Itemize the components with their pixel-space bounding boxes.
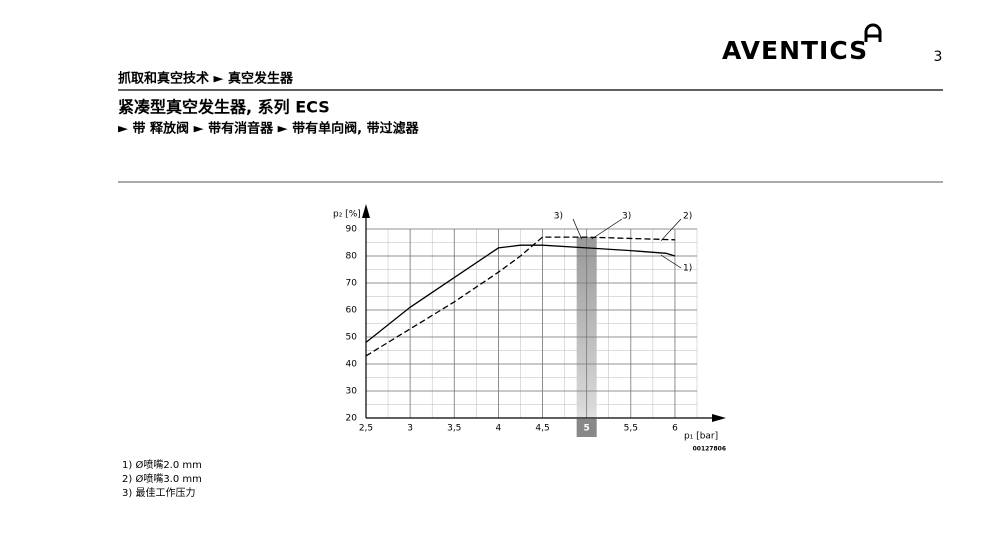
breadcrumb: 抓取和真空技术 ► 真空发生器 [118, 71, 294, 87]
optimum-label: 3) [554, 212, 563, 222]
y-tick-label: 70 [346, 279, 358, 289]
page-number: 3 [934, 49, 943, 65]
series-label: 1) [683, 264, 692, 274]
x-tick-label: 5,5 [624, 424, 638, 434]
leader [660, 218, 682, 242]
y-tick-label: 80 [346, 252, 358, 262]
y-tick-label: 30 [346, 387, 358, 397]
y-tick-label: 90 [346, 225, 358, 235]
logo-icon [864, 23, 882, 42]
figure-code: 00127806 [693, 446, 726, 453]
optimum-label: 3) [622, 212, 631, 222]
x-tick-label: 3,5 [447, 424, 461, 434]
y-axis-label: p₂ [%] [333, 210, 361, 220]
logo: AVENTICS [722, 36, 868, 65]
x-axis-label: p₁ [bar] [684, 432, 718, 442]
subtitle: ► 带 释放阀 ► 带有消音器 ► 带有单向阀, 带过滤器 [118, 121, 420, 137]
footnote: 1) Ø喷嘴2.0 mm [122, 459, 202, 471]
footnote: 2) Ø喷嘴3.0 mm [122, 473, 202, 485]
optimum-tick-box [576, 419, 597, 437]
leader [572, 218, 582, 240]
x-tick-label: 4,5 [535, 424, 549, 434]
series-line [365, 236, 675, 357]
series-label: 2) [683, 212, 692, 222]
title: 紧凑型真空发生器, 系列 ECS [118, 98, 330, 117]
x-tick-label: 5 [584, 424, 590, 434]
y-arrow [362, 204, 370, 218]
y-tick-label: 50 [346, 333, 358, 343]
y-tick-label: 60 [346, 306, 358, 316]
x-tick-label: 6 [672, 424, 678, 434]
leader [660, 254, 682, 269]
x-arrow [712, 414, 726, 422]
y-tick-label: 20 [346, 414, 358, 424]
x-tick-label: 3 [407, 424, 413, 434]
y-tick-label: 40 [346, 360, 358, 370]
footnote: 3) 最佳工作压力 [122, 486, 195, 499]
x-tick-label: 2,5 [359, 424, 373, 434]
x-tick-label: 4 [496, 424, 502, 434]
leader [591, 218, 623, 240]
series-line [365, 244, 676, 343]
